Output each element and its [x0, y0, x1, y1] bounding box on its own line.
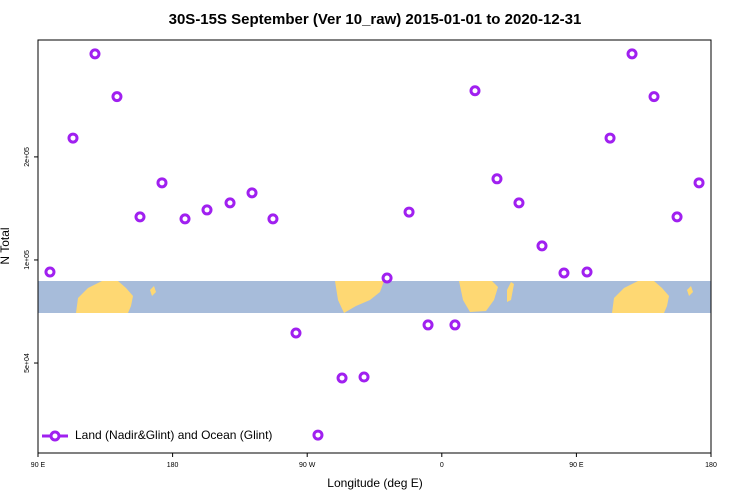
x-tick-label: 180 — [167, 462, 179, 469]
point — [179, 213, 191, 225]
point — [558, 267, 570, 279]
point — [536, 240, 548, 252]
point — [111, 91, 123, 103]
point — [290, 327, 302, 339]
point — [626, 48, 638, 60]
point — [336, 372, 348, 384]
x-tick-label: 0 — [440, 462, 444, 469]
point — [449, 319, 461, 331]
point — [201, 204, 213, 216]
point — [358, 371, 370, 383]
point — [156, 177, 168, 189]
map-strip — [38, 281, 711, 313]
point — [648, 91, 660, 103]
point — [246, 187, 258, 199]
point — [44, 266, 56, 278]
x-tick-label: 180 — [705, 462, 717, 469]
y-tick-label: 5e+04 — [24, 353, 31, 373]
point — [422, 319, 434, 331]
x-tick-label: 90 W — [299, 462, 316, 469]
point — [267, 213, 279, 225]
point — [403, 206, 415, 218]
x-tick-label: 90 E — [569, 462, 584, 469]
point — [469, 85, 481, 97]
y-axis-label: N Total — [0, 227, 12, 264]
legend-label: Land (Nadir&Glint) and Ocean (Glint) — [75, 428, 272, 442]
x-axis-label: Longitude (deg E) — [327, 476, 422, 490]
legend-marker — [49, 430, 61, 442]
point — [604, 132, 616, 144]
x-tick-label: 90 E — [31, 462, 46, 469]
point — [513, 197, 525, 209]
plot-frame — [37, 39, 712, 454]
point — [312, 429, 324, 441]
point — [491, 173, 503, 185]
point — [581, 266, 593, 278]
point — [224, 197, 236, 209]
chart-title: 30S-15S September (Ver 10_raw) 2015-01-0… — [169, 11, 582, 28]
point — [381, 272, 393, 284]
y-tick-label: 2e+05 — [24, 147, 31, 167]
point — [693, 177, 705, 189]
point — [89, 48, 101, 60]
y-tick-label: 1e+05 — [24, 250, 31, 270]
point — [134, 211, 146, 223]
point — [671, 211, 683, 223]
point — [67, 132, 79, 144]
